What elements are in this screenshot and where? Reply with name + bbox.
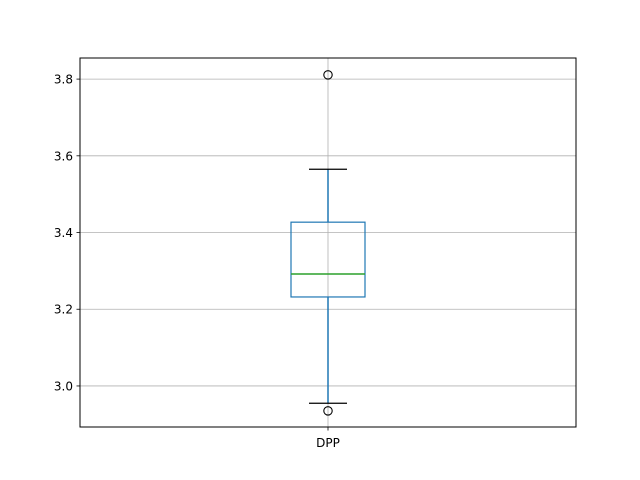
outlier-point [323, 70, 333, 80]
y-tick-label: 3.2 [54, 303, 73, 317]
y-tick-label: 3.0 [54, 379, 73, 393]
outlier-point [323, 406, 333, 416]
tick-layer: 3.0 3.2 3.4 3.6 3.8 DPP [54, 73, 340, 450]
y-tick-label: 3.4 [54, 226, 73, 240]
y-tick-label: 3.8 [54, 73, 73, 87]
y-tick-label: 3.6 [54, 149, 73, 163]
box-layer [290, 70, 366, 416]
x-tick-label: DPP [316, 436, 340, 450]
plot-area-frame [79, 57, 577, 428]
iqr-box [290, 221, 366, 298]
